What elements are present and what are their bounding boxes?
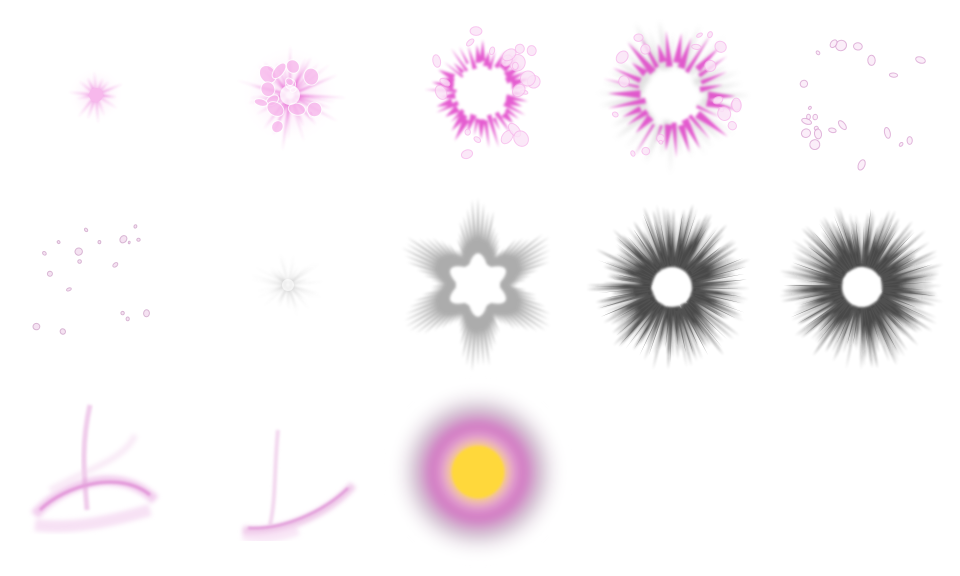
- swoosh-arc-2: [241, 429, 357, 543]
- swoosh-arc-1: [31, 404, 159, 533]
- particles-scatter-2: [32, 224, 150, 335]
- black-ray-burst-1: [586, 203, 751, 371]
- burst-large-magenta: [596, 20, 751, 176]
- burst-medium-magenta: [235, 45, 346, 151]
- burst-small-magenta: [68, 67, 124, 125]
- gray-star-burst: [401, 197, 551, 372]
- burst-ring-magenta: [424, 26, 541, 160]
- gray-burst-small: [250, 252, 325, 321]
- black-ray-burst-2: [779, 206, 944, 371]
- radial-glow: [390, 384, 566, 560]
- particles-scatter-1: [799, 39, 926, 171]
